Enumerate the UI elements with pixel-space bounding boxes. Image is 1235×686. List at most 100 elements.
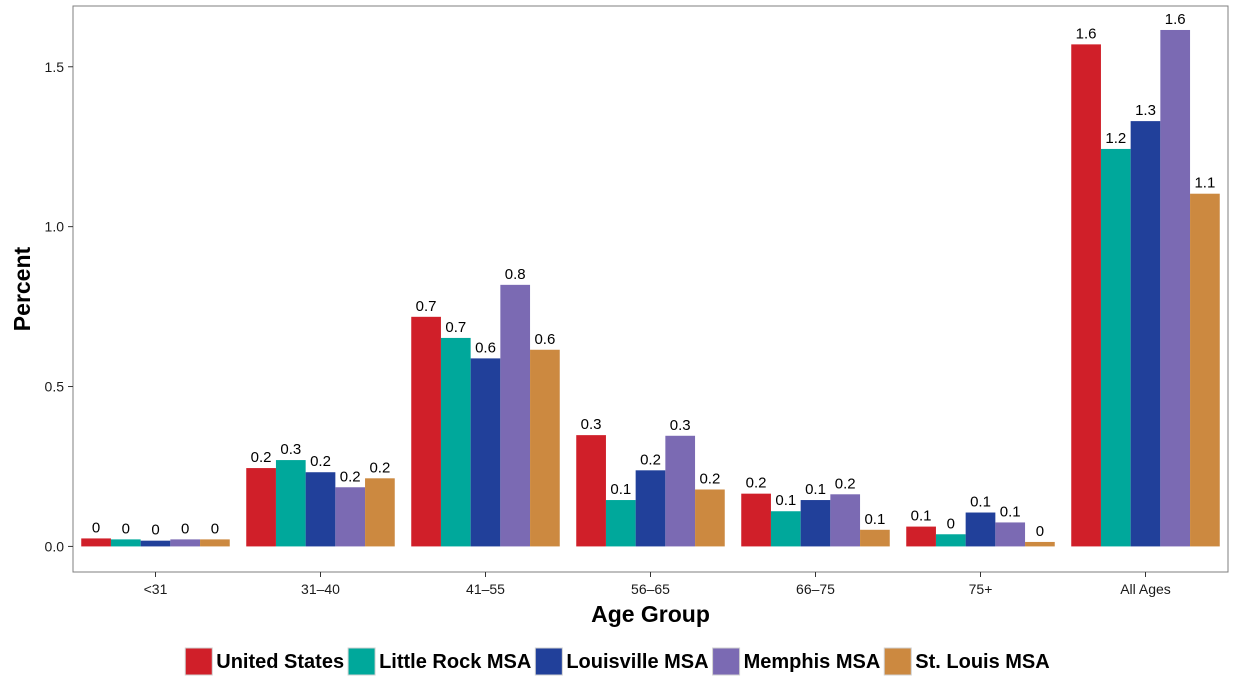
bar — [995, 522, 1026, 547]
data-label: 0.8 — [505, 266, 526, 283]
bar — [530, 349, 560, 547]
data-label: 0 — [181, 520, 189, 537]
data-label: 0.1 — [1000, 503, 1021, 520]
legend-key — [534, 647, 563, 676]
bar — [965, 512, 996, 547]
legend-key — [883, 647, 912, 676]
bar — [440, 337, 471, 547]
data-label: 1.6 — [1165, 11, 1186, 28]
bar — [411, 316, 441, 547]
bar — [770, 511, 801, 547]
data-label: 0 — [151, 522, 159, 539]
x-tick-label: 66–75 — [796, 581, 835, 597]
data-label: 0.7 — [445, 319, 466, 336]
x-tick-label: <31 — [144, 581, 168, 597]
data-label: 0.2 — [640, 451, 661, 468]
legend-label: Little Rock MSA — [379, 651, 531, 673]
y-axis-ticks: 0.0 0.5 1.0 1.5 — [45, 59, 73, 554]
bar — [275, 460, 306, 547]
bar — [860, 529, 890, 547]
y-tick-label: 1.5 — [45, 59, 65, 75]
legend-key — [347, 647, 376, 676]
legend: United States Little Rock MSA Louisville M… — [184, 647, 1050, 676]
bar — [1160, 29, 1191, 547]
data-label: 0.1 — [805, 481, 826, 498]
data-label: 0.6 — [534, 331, 555, 348]
bar — [305, 472, 336, 547]
bar — [906, 526, 936, 547]
data-label: 1.1 — [1194, 175, 1215, 192]
y-tick-label: 1.0 — [45, 219, 65, 235]
data-label: 0.3 — [581, 416, 602, 433]
bar — [110, 539, 141, 547]
bar — [140, 540, 171, 547]
legend-item: Louisville MSA — [534, 647, 709, 676]
bar — [1071, 44, 1101, 547]
data-label: 0.1 — [775, 492, 796, 509]
bar — [741, 493, 771, 547]
bar — [935, 534, 966, 547]
data-label: 0.1 — [864, 511, 885, 528]
legend-label: St. Louis MSA — [915, 651, 1049, 673]
bar — [576, 435, 606, 547]
data-label: 0.2 — [251, 449, 272, 466]
legend-label: Memphis MSA — [744, 651, 881, 673]
data-label: 0.3 — [280, 441, 301, 458]
bar — [800, 500, 831, 547]
data-label: 0.1 — [970, 494, 991, 511]
legend-item: Memphis MSA — [712, 647, 881, 676]
data-label: 0.2 — [746, 475, 767, 492]
data-label: 1.6 — [1076, 25, 1097, 42]
bar — [1025, 541, 1055, 547]
bar — [1190, 193, 1220, 547]
legend-label: United States — [216, 651, 344, 673]
bar — [200, 539, 230, 547]
legend-item: Little Rock MSA — [347, 647, 531, 676]
bar — [695, 489, 725, 547]
x-axis-ticks: <31 31–40 41–55 56–65 66–75 75+ All Ages — [144, 572, 1171, 597]
data-labels: 0 0 0 0 0 0.2 0.3 0.2 0.2 0.2 0.7 0.7 0.6 0.8 0.6 0.3 0.… — [92, 11, 1215, 540]
x-axis-title: Age Group — [591, 601, 710, 627]
data-label: 0 — [211, 520, 219, 537]
x-tick-label: 75+ — [969, 581, 993, 597]
data-label: 0.2 — [699, 470, 720, 487]
data-label: 0.1 — [911, 508, 932, 525]
data-label: 0 — [122, 520, 130, 537]
y-tick-label: 0.0 — [45, 538, 65, 554]
bar — [246, 468, 276, 547]
bar — [365, 478, 395, 547]
y-axis-title: Percent — [9, 246, 35, 331]
bars — [81, 29, 1220, 547]
legend-item: United States — [184, 647, 344, 676]
x-tick-label: 31–40 — [301, 581, 340, 597]
x-tick-label: All Ages — [1120, 581, 1171, 597]
bar — [500, 284, 531, 547]
bar — [665, 435, 696, 547]
bar — [830, 494, 861, 547]
data-label: 0.2 — [340, 468, 361, 485]
y-tick-label: 0.5 — [45, 379, 65, 395]
data-label: 1.2 — [1105, 130, 1126, 147]
legend-item: St. Louis MSA — [883, 647, 1050, 676]
data-label: 0.6 — [475, 339, 496, 356]
data-label: 0 — [947, 515, 955, 532]
data-label: 0.2 — [310, 453, 331, 470]
bar — [635, 470, 666, 547]
data-label: 0 — [1036, 523, 1044, 540]
x-tick-label: 41–55 — [466, 581, 505, 597]
bar — [81, 538, 111, 547]
bar — [170, 539, 201, 547]
data-label: 1.3 — [1135, 102, 1156, 119]
bar — [1130, 121, 1161, 547]
bar — [470, 358, 501, 547]
bar — [335, 487, 366, 547]
data-label: 0 — [92, 519, 100, 536]
legend-key — [712, 647, 741, 676]
data-label: 0.2 — [835, 475, 856, 492]
data-label: 0.3 — [670, 417, 691, 434]
x-tick-label: 56–65 — [631, 581, 670, 597]
data-label: 0.2 — [369, 459, 390, 476]
data-label: 0.1 — [610, 481, 631, 498]
